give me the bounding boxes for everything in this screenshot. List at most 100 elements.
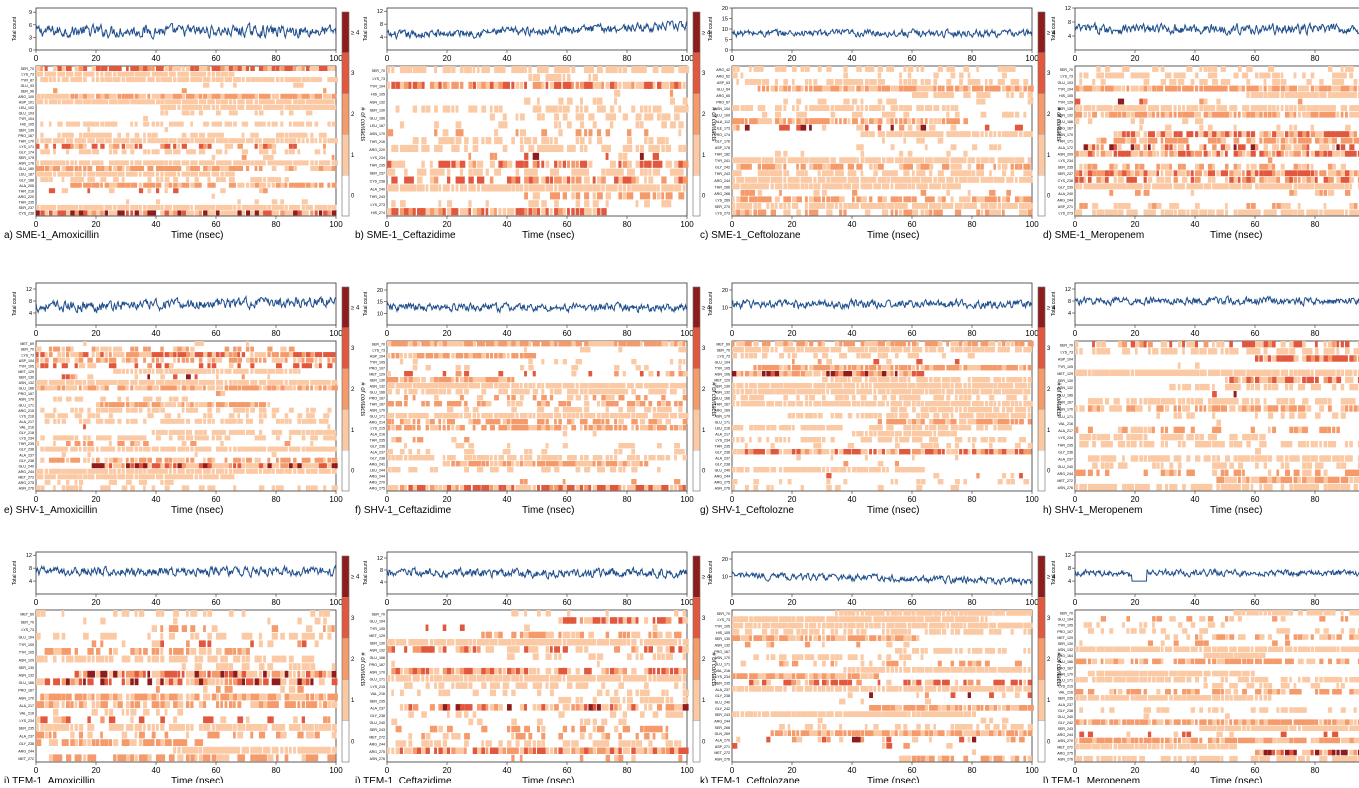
contact-cell xyxy=(135,369,138,374)
contact-cell xyxy=(139,77,143,82)
contact-cell xyxy=(229,474,235,479)
residue-label: ASP_101 xyxy=(19,101,34,105)
contact-cell xyxy=(40,469,43,474)
contact-cell xyxy=(762,105,765,111)
contact-cell xyxy=(438,161,443,168)
contact-cell xyxy=(195,166,200,171)
contact-cell xyxy=(1324,190,1327,196)
contact-cell xyxy=(831,170,834,176)
contact-cell xyxy=(753,177,757,183)
residue-label: CYS_238 xyxy=(1058,179,1073,183)
contact-cell xyxy=(105,138,110,143)
contact-cell xyxy=(182,463,187,468)
contact-cell xyxy=(648,113,653,120)
contact-cell xyxy=(117,469,120,474)
contact-cell xyxy=(96,458,100,463)
contact-cell xyxy=(293,385,296,390)
contact-cell xyxy=(486,383,491,388)
contact-cell xyxy=(1246,203,1250,209)
contact-cell xyxy=(852,157,856,163)
contact-cell xyxy=(259,166,263,171)
contact-cell xyxy=(421,161,425,168)
contact-cell xyxy=(1234,164,1238,170)
contact-cell xyxy=(417,177,423,184)
contact-cell xyxy=(818,66,822,72)
contact-cell xyxy=(135,183,138,188)
contact-cell xyxy=(678,177,683,184)
contact-cell xyxy=(916,92,920,98)
contact-cell xyxy=(45,210,49,215)
heatmap-xtick-label: 40 xyxy=(152,495,161,504)
contact-cell xyxy=(100,166,104,171)
contact-cell xyxy=(40,363,44,368)
contact-cell xyxy=(306,430,310,435)
contact-cell xyxy=(899,196,902,202)
contact-cell xyxy=(801,86,804,92)
contact-cell xyxy=(242,105,245,110)
contact-cell xyxy=(1122,183,1126,189)
contact-cell xyxy=(152,402,156,407)
residue-label: GLY_242 xyxy=(715,166,730,170)
contact-cell xyxy=(606,145,611,152)
contact-cell xyxy=(1268,86,1272,92)
contact-cell xyxy=(1225,86,1228,92)
contact-cell xyxy=(87,413,91,418)
contact-cell xyxy=(843,66,847,72)
contact-cell xyxy=(1161,112,1165,118)
contact-cell xyxy=(929,196,935,202)
contact-cell xyxy=(83,469,86,474)
contact-cell xyxy=(122,183,126,188)
contact-cell xyxy=(1075,99,1080,105)
contact-cell xyxy=(267,385,271,390)
contact-cell xyxy=(1191,79,1195,85)
contact-cell xyxy=(302,183,306,188)
contact-cell xyxy=(130,385,133,390)
contact-cell xyxy=(391,341,395,346)
contact-cell xyxy=(766,86,769,92)
residue-label: GLU_109 xyxy=(715,114,730,118)
contact-cell xyxy=(451,106,454,113)
contact-cell xyxy=(75,413,79,418)
contact-cell xyxy=(96,419,101,424)
contact-cell xyxy=(404,371,409,376)
contact-cell xyxy=(541,129,547,136)
contact-cell xyxy=(1255,112,1259,118)
contact-cell xyxy=(143,172,148,177)
contact-cell xyxy=(976,210,980,216)
contact-cell xyxy=(75,160,78,165)
contact-cell xyxy=(53,485,56,490)
contact-cell xyxy=(306,358,311,363)
contact-cell xyxy=(490,113,495,120)
contact-cell xyxy=(139,369,142,374)
contact-cell xyxy=(758,86,761,92)
contact-cell xyxy=(87,374,93,379)
contact-cell xyxy=(839,118,842,124)
contact-cell xyxy=(280,133,284,138)
contact-cell xyxy=(670,359,673,364)
contact-cell xyxy=(182,447,186,452)
contact-cell xyxy=(109,188,115,193)
contact-cell xyxy=(1204,86,1209,92)
contact-cell xyxy=(1161,164,1166,170)
contact-cell xyxy=(745,177,750,183)
contact-cell xyxy=(1118,177,1124,183)
contact-cell xyxy=(1294,105,1297,111)
contact-cell xyxy=(152,430,155,435)
contact-cell xyxy=(1182,210,1186,216)
contact-cell xyxy=(156,199,160,204)
contact-cell xyxy=(826,157,829,163)
contact-cell xyxy=(62,363,68,368)
contact-cell xyxy=(507,353,510,358)
contact-cell xyxy=(1006,92,1009,98)
contact-cell xyxy=(207,358,211,363)
contact-cell xyxy=(1259,86,1262,92)
contact-cell xyxy=(212,99,215,104)
contact-cell xyxy=(332,385,338,390)
contact-cell xyxy=(169,149,172,154)
contact-cell xyxy=(796,183,800,189)
contact-cell xyxy=(147,77,152,82)
contact-cell xyxy=(1341,138,1346,144)
contact-cell xyxy=(558,121,561,128)
contact-cell xyxy=(998,66,1002,72)
contact-cell xyxy=(1161,86,1164,92)
